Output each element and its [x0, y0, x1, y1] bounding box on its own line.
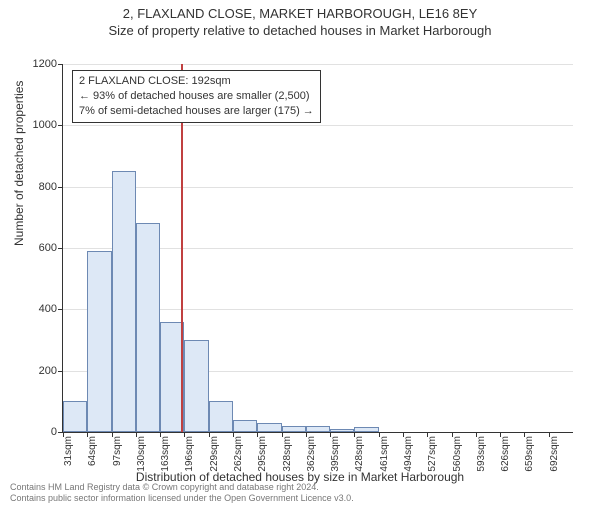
- footer-line2: Contains public sector information licen…: [10, 493, 354, 504]
- chart-title-line2: Size of property relative to detached ho…: [0, 23, 600, 38]
- ytick-label: 1000: [33, 119, 63, 131]
- annotation-line1: 2 FLAXLAND CLOSE: 192sqm: [79, 74, 314, 89]
- y-axis-label: Number of detached properties: [12, 81, 26, 246]
- histogram-bar: [330, 429, 354, 432]
- histogram-bar: [282, 426, 306, 432]
- ytick-label: 600: [39, 242, 63, 254]
- histogram-bar: [136, 223, 160, 432]
- chart-title-line1: 2, FLAXLAND CLOSE, MARKET HARBOROUGH, LE…: [0, 6, 600, 21]
- annotation-box: 2 FLAXLAND CLOSE: 192sqm ← 93% of detach…: [72, 70, 321, 123]
- histogram-bar: [233, 420, 257, 432]
- histogram-bar: [306, 426, 330, 432]
- ytick-label: 400: [39, 303, 63, 315]
- histogram-bar: [354, 427, 378, 432]
- grid-line: [63, 125, 573, 126]
- grid-line: [63, 64, 573, 65]
- histogram-bar: [209, 401, 233, 432]
- ytick-label: 200: [39, 365, 63, 377]
- annotation-line2: ← 93% of detached houses are smaller (2,…: [79, 89, 314, 104]
- footer-line1: Contains HM Land Registry data © Crown c…: [10, 482, 354, 493]
- ytick-label: 1200: [33, 58, 63, 70]
- footer-attribution: Contains HM Land Registry data © Crown c…: [10, 482, 354, 505]
- histogram-bar: [112, 171, 136, 432]
- histogram-bar: [63, 401, 87, 432]
- annotation-line3: 7% of semi-detached houses are larger (1…: [79, 104, 314, 119]
- histogram-bar: [184, 340, 208, 432]
- ytick-label: 800: [39, 181, 63, 193]
- histogram-bar: [87, 251, 111, 432]
- histogram-bar: [257, 423, 281, 432]
- grid-line: [63, 187, 573, 188]
- ytick-label: 0: [51, 426, 63, 438]
